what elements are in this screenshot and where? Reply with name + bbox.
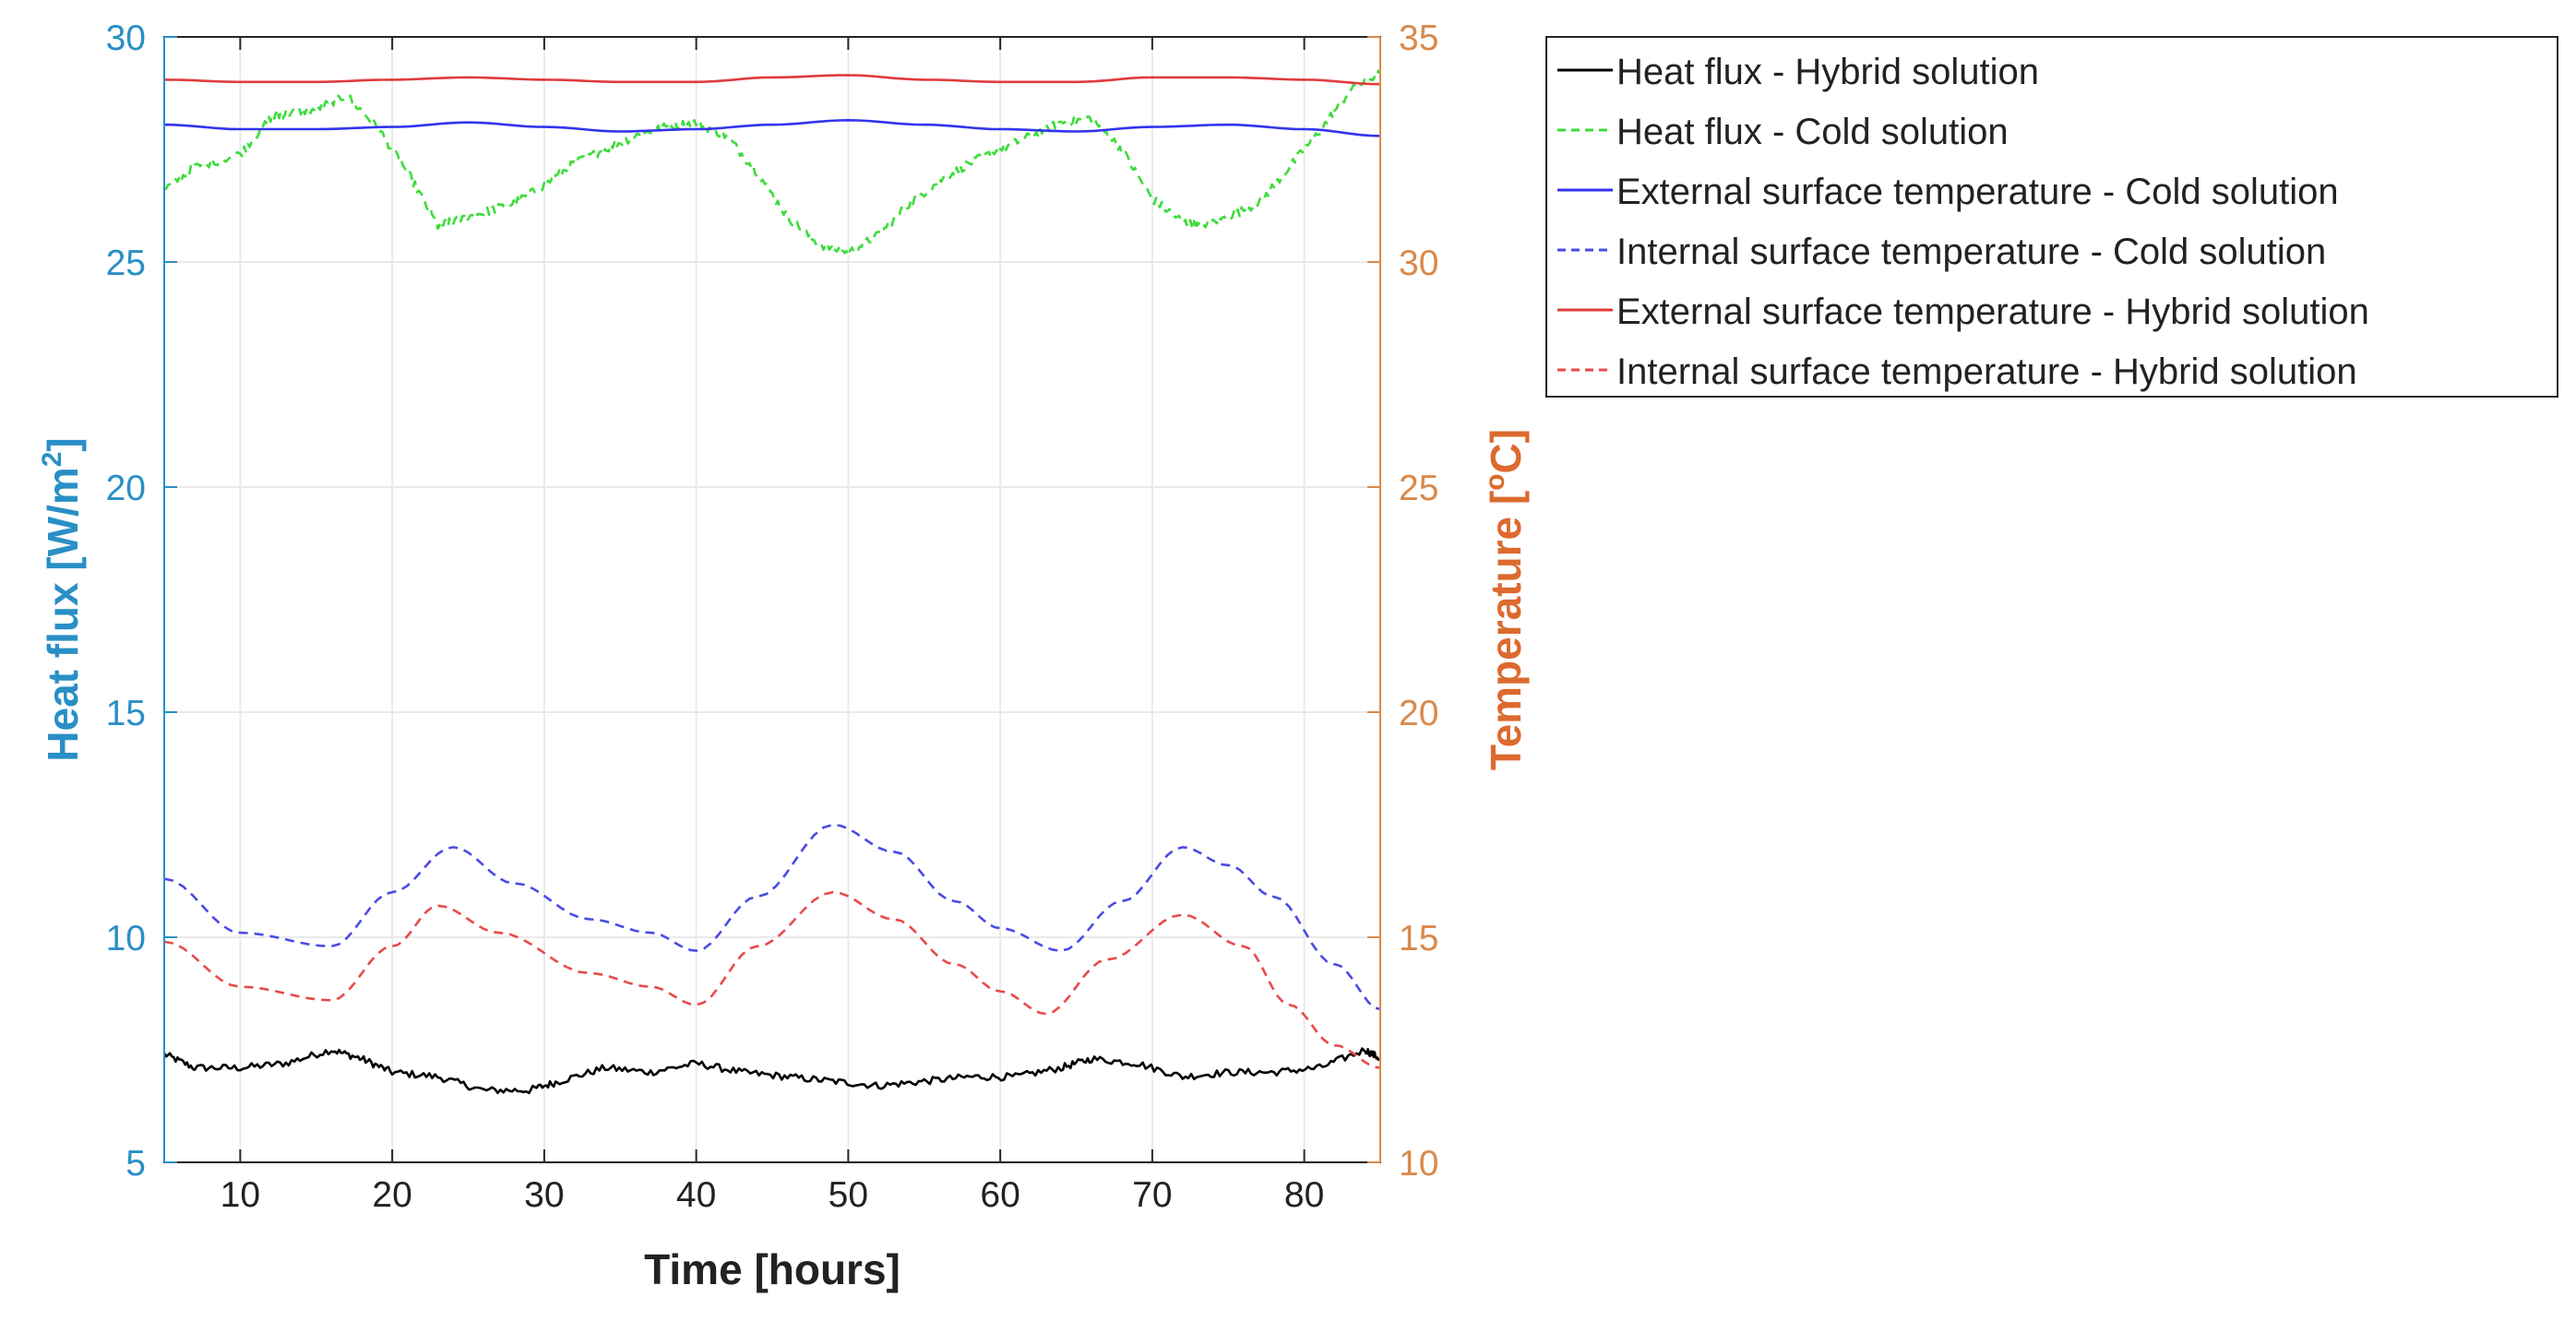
y-right-tick-label: 20 (1399, 694, 1438, 733)
x-tick-label: 40 (676, 1175, 716, 1215)
series-line-heat-flux-hybrid-solution (162, 1047, 1381, 1095)
y-left-tick-label: 20 (106, 469, 146, 508)
plot-series (162, 69, 1381, 1095)
y-axis-label-right-sup: o (1480, 473, 1510, 490)
y-left-tick-label: 15 (106, 694, 146, 733)
y-axis-label-right: Temperature [oC] (1480, 429, 1530, 770)
legend-label-internal-surface-temperature-cold-solution: Internal surface temperature - Cold solu… (1616, 232, 2326, 272)
y-right-tick-label: 35 (1399, 18, 1438, 58)
plot-frame (163, 36, 1381, 1163)
y-axis-label-left: Heat flux [W/m2] (37, 437, 87, 761)
y-right-tick-label: 15 (1399, 919, 1438, 958)
legend: Heat flux - Hybrid solution Heat flux - C… (1545, 36, 2558, 398)
legend-label-internal-surface-temperature-hybrid-solution: Internal surface temperature - Hybrid so… (1616, 351, 2357, 392)
series-line-internal-surface-temperature-hybrid-solution (163, 890, 1381, 1069)
x-tick-label: 50 (829, 1175, 868, 1215)
x-tick-label: 60 (980, 1175, 1020, 1215)
y-left-tick-label: 10 (106, 919, 146, 958)
grid (164, 36, 1380, 1163)
legend-label-external-surface-temperature-hybrid-solution: External surface temperature - Hybrid so… (1616, 292, 2369, 332)
y-right-tick-label: 30 (1399, 244, 1438, 283)
x-tick-label: 70 (1132, 1175, 1172, 1215)
y-axis-label-right-end: C] (1482, 429, 1530, 474)
x-tick-label: 80 (1284, 1175, 1324, 1215)
series-line-internal-surface-temperature-cold-solution (163, 823, 1381, 1011)
y-left-tick-label: 30 (106, 18, 146, 58)
y-axis-label-right-text: Temperature [ (1482, 491, 1530, 770)
x-axis-label: Time [hours] (644, 1245, 900, 1293)
y-left-tick-label: 5 (125, 1144, 146, 1184)
y-right-tick-label: 10 (1399, 1144, 1438, 1184)
legend-entries: Heat flux - Hybrid solution Heat flux - C… (1557, 52, 2369, 392)
x-tick-label: 20 (372, 1175, 411, 1215)
y-axis-label-left-sup: 2 (37, 452, 67, 468)
x-tick-label: 30 (524, 1175, 564, 1215)
x-tick-label: 10 (221, 1175, 260, 1215)
legend-label-heat-flux-cold-solution: Heat flux - Cold solution (1616, 112, 2009, 152)
legend-label-external-surface-temperature-cold-solution: External surface temperature - Cold solu… (1616, 172, 2339, 212)
y-right-tick-label: 25 (1399, 469, 1438, 508)
legend-box (1545, 36, 2558, 398)
y-axis-label-left-end: ] (39, 437, 87, 451)
series-line-external-surface-temperature-hybrid-solution (163, 74, 1381, 86)
axes-ticks: 10 20 30 40 50 60 70 80 5 10 15 20 25 30 10 15 20 25 30 35 (106, 18, 1439, 1215)
legend-label-heat-flux-hybrid-solution: Heat flux - Hybrid solution (1616, 52, 2039, 92)
series-line-external-surface-temperature-cold-solution (163, 119, 1381, 137)
y-left-tick-label: 25 (106, 244, 146, 283)
y-axis-label-left-text: Heat flux [W/m (39, 467, 87, 761)
series-line-heat-flux-cold-solution (163, 69, 1381, 257)
